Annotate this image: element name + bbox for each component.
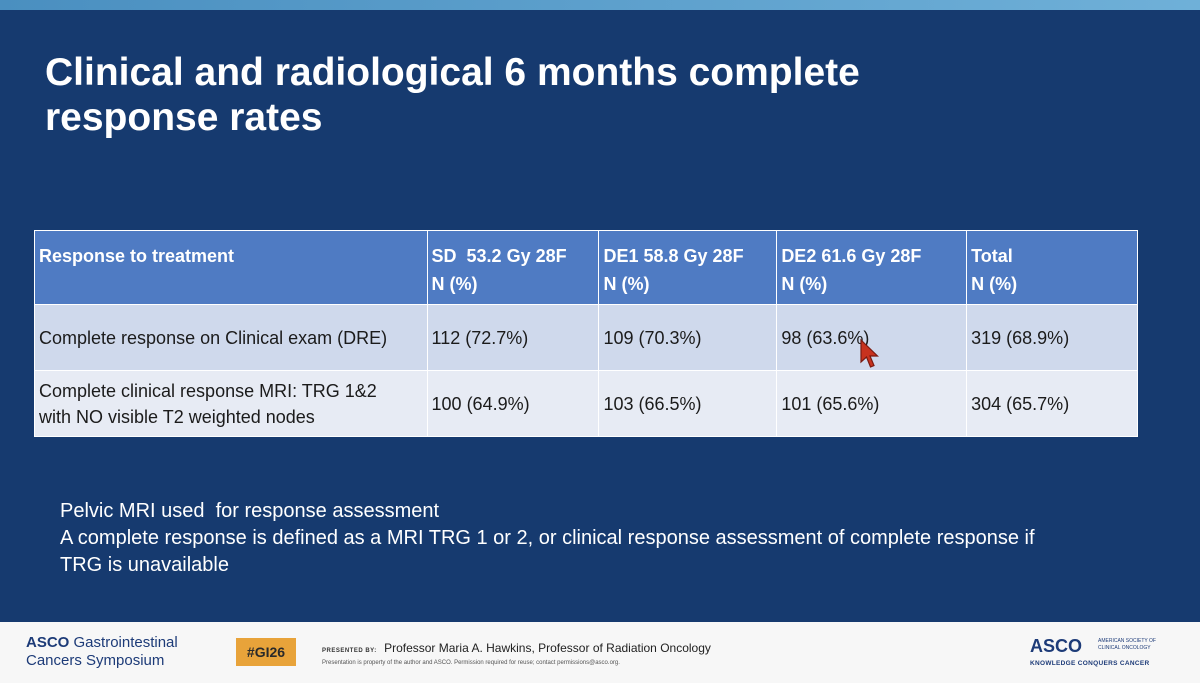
- header-sd: SD 53.2 Gy 28F N (%): [426, 230, 600, 305]
- asco-gi-logo: ASCO Gastrointestinal Cancers Symposium: [26, 634, 178, 669]
- header-de1: DE1 58.8 Gy 28F N (%): [598, 230, 778, 305]
- row-label: Complete clinical response MRI: TRG 1&2 …: [34, 370, 428, 437]
- footer: ASCO Gastrointestinal Cancers Symposium …: [0, 622, 1200, 683]
- header-response-to-treatment: Response to treatment: [34, 230, 428, 305]
- table-header-row: Response to treatment SD 53.2 Gy 28F N (…: [34, 230, 1138, 305]
- slide-title: Clinical and radiological 6 months compl…: [45, 50, 1145, 140]
- header-total: Total N (%): [966, 230, 1138, 305]
- note-line2: A complete response is defined as a MRI …: [60, 527, 1035, 549]
- presenter-name: Professor Maria A. Hawkins, Professor of…: [384, 641, 711, 655]
- cell-sd: 100 (64.9%): [426, 370, 600, 437]
- hashtag-badge: #GI26: [236, 638, 296, 666]
- cell-de1: 109 (70.3%): [598, 304, 778, 371]
- cell-total: 304 (65.7%): [966, 370, 1138, 437]
- cell-sd: 112 (72.7%): [426, 304, 600, 371]
- row-label: Complete response on Clinical exam (DRE): [34, 304, 428, 371]
- cell-de2: 101 (65.6%): [776, 370, 968, 437]
- cell-total: 319 (68.9%): [966, 304, 1138, 371]
- presented-by: PRESENTED BY: Professor Maria A. Hawkins…: [322, 641, 922, 655]
- response-table: Response to treatment SD 53.2 Gy 28F N (…: [34, 230, 1138, 437]
- cell-de1: 103 (66.5%): [598, 370, 778, 437]
- table-row: Complete response on Clinical exam (DRE)…: [34, 304, 1138, 371]
- top-strip: [0, 0, 1200, 10]
- header-de2: DE2 61.6 Gy 28F N (%): [776, 230, 968, 305]
- slide-title-line2: response rates: [45, 96, 323, 139]
- pointer-cursor-icon: [860, 338, 879, 368]
- legal-notice: Presentation is property of the author a…: [322, 660, 620, 666]
- presented-label: PRESENTED BY:: [322, 648, 377, 654]
- slide-title-line1: Clinical and radiological 6 months compl…: [45, 51, 860, 94]
- note-line1: Pelvic MRI used for response assessment: [60, 500, 440, 522]
- notes: Pelvic MRI used for response assessment …: [60, 498, 1170, 579]
- note-line3: TRG is unavailable: [60, 554, 229, 576]
- asco-logo: ASCO AMERICAN SOCIETY OF CLINICAL ONCOLO…: [1030, 636, 1156, 667]
- table-row: Complete clinical response MRI: TRG 1&2 …: [34, 370, 1138, 437]
